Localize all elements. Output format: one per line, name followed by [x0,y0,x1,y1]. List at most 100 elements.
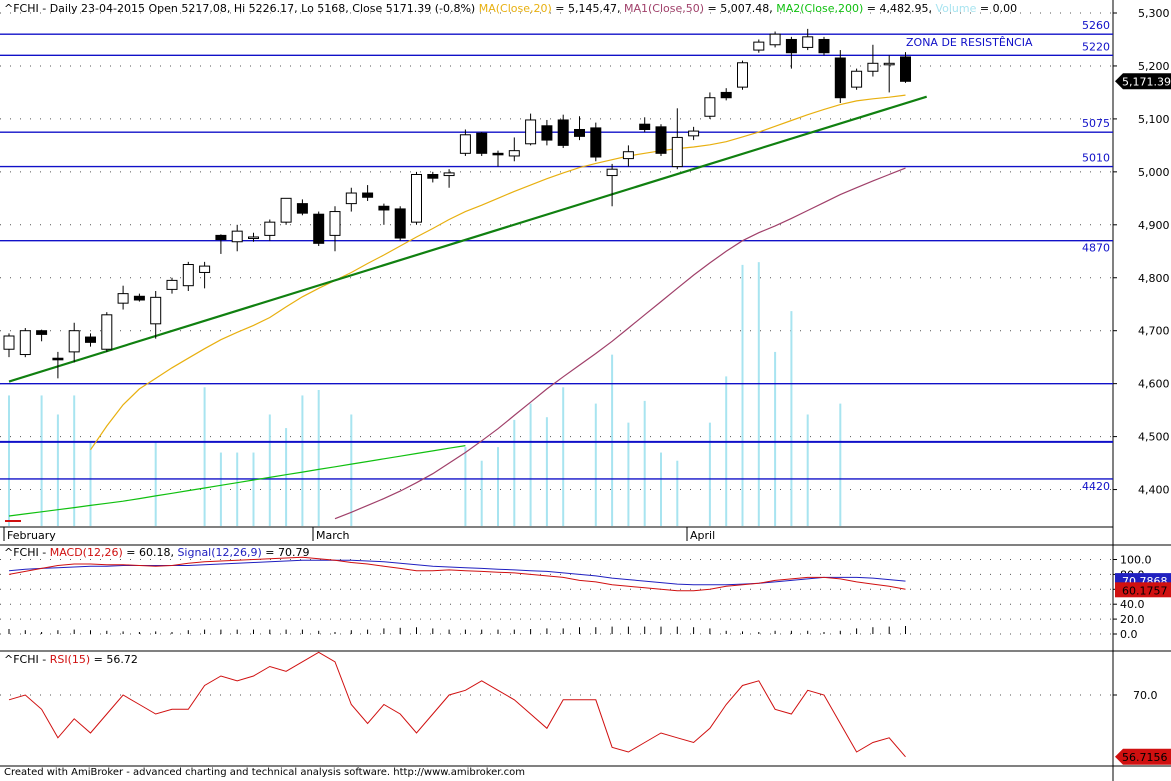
volume-bar [806,414,809,526]
candle-bearish [476,132,488,154]
volume-bar [741,264,744,526]
candle-bullish [606,168,618,177]
volume-bar [154,441,157,526]
ma200-value: = 4,482.95, [863,2,936,15]
ma50-line [334,167,906,520]
candle-bullish [231,230,243,243]
volume-legend: Volume [935,2,977,15]
volume-bar [89,441,92,526]
volume-bar [497,447,499,526]
volume-bar [660,452,662,526]
candle-bullish [802,36,814,48]
candle-bearish [296,203,308,214]
macd-y-tick-label: 20.0 [1120,613,1145,626]
candle-bullish [671,136,683,168]
macd-value-tag [1115,582,1171,598]
ma200-legend: MA2(Close,200) [776,2,864,15]
last-price-tag [1115,73,1171,90]
candle-bullish [443,172,455,177]
level-label: 4870 [1082,242,1110,255]
candle-bullish [622,151,634,160]
level-label: 5260 [1082,19,1110,32]
candle-bullish [704,97,716,117]
level-label: 5010 [1082,152,1110,165]
rsi-title: ^FCHI - RSI(15) = 56.72 [4,653,138,666]
candle-bearish [834,57,846,99]
volume-bar [301,395,304,526]
candle-bearish [492,152,504,156]
candle-bearish [394,208,406,239]
volume-bar [594,403,597,526]
ma20-value: = 5,145.47, [551,2,624,15]
candle-bearish [574,128,585,137]
price-y-tick-label: 4,900 [1138,219,1170,232]
month-label: March [316,529,350,542]
volume-bar [757,262,760,526]
candle-bullish [101,314,113,350]
volume-value: = 0.00 [976,2,1018,15]
last-price-tag-label: 5,171.39 [1122,75,1171,88]
candle-bearish [720,91,732,99]
level-label: 5075 [1082,117,1110,130]
candle-bullish [329,211,341,236]
macd-y-tick-label: 100.0 [1120,554,1152,567]
price-y-tick-label: 4,400 [1138,484,1170,497]
volume-bar [40,395,43,526]
candle-bearish [639,123,651,130]
macd-y-tick-label: 40.0 [1120,598,1145,611]
level-label: 5220 [1082,40,1110,53]
volume-bar [219,452,222,526]
candle-bearish [52,357,64,361]
rsi-value-tag-label: 56.7156 [1122,751,1168,764]
candle-bullish [199,265,211,273]
price-y-tick-label: 4,500 [1138,431,1170,444]
candle-bearish [590,127,602,158]
price-y-tick-label: 4,600 [1138,378,1170,391]
candle-bullish [459,134,471,154]
volume-bar [8,395,10,526]
rsi-value-tag [1115,748,1171,765]
volume-bar [643,400,646,526]
candle-bullish [280,197,292,223]
macd-line [8,556,906,592]
candle-bullish [182,264,194,287]
candle-bullish [851,70,863,88]
candle-bullish [753,41,765,51]
volume-bar [203,387,206,526]
candle-bearish [85,336,96,343]
candle-bearish [133,295,145,301]
price-y-tick-label: 4,800 [1138,272,1170,285]
volume-bar [56,414,59,526]
price-y-tick-label: 5,300 [1138,7,1170,20]
rsi-line [8,651,906,758]
candle-bearish [785,38,797,54]
ticker-label: ^FCHI [4,2,39,15]
footer-credit: Created with AmiBroker - advanced charti… [4,767,526,778]
candle-bearish [362,192,374,198]
macd-value-tag-label: 60.1757 [1122,584,1168,597]
volume-bar [236,452,239,526]
month-label: April [690,529,715,542]
volume-bar [350,414,353,526]
month-label: February [7,529,56,542]
trendline [8,95,928,383]
candle-bearish [655,126,667,154]
candle-bullish [117,293,129,304]
volume-bar [790,311,793,526]
price-y-tick-label: 4,700 [1138,325,1170,338]
candle-bullish [883,62,895,66]
ma50-value: = 5,007.48, [704,2,777,15]
volume-bar [317,390,320,526]
price-y-tick-label: 5,100 [1138,113,1170,126]
candle-bullish [166,279,178,290]
candle-bearish [427,173,439,179]
candle-bullish [3,335,15,350]
candle-bullish [345,192,357,205]
volume-bar [529,403,532,526]
volume-bar [268,414,271,526]
volume-bar [73,395,76,526]
candle-bearish [36,330,48,335]
price-panel-header: ^FCHI - Daily 23-04-2015 Open 5217.08, H… [4,2,1017,15]
candle-bearish [557,119,569,146]
